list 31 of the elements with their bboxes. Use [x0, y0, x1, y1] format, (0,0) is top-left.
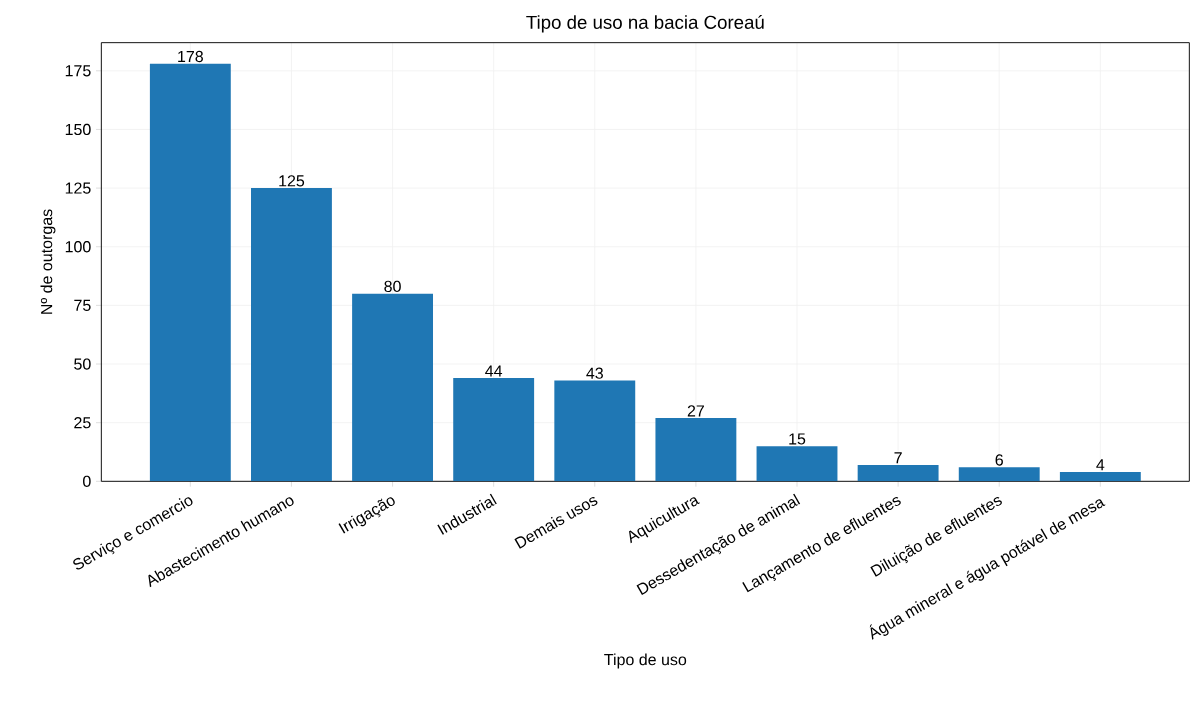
bar — [1059, 471, 1141, 482]
data-label: 44 — [485, 365, 503, 377]
bar — [149, 63, 231, 482]
bar — [655, 417, 737, 482]
y-tick-label: 25 — [74, 416, 91, 429]
data-label: 6 — [995, 454, 1003, 466]
data-label: 43 — [586, 367, 603, 379]
data-label: 7 — [894, 452, 902, 464]
bar — [251, 187, 332, 482]
y-tick-label: 175 — [65, 65, 91, 77]
bar — [958, 467, 1040, 482]
y-tick-label: 75 — [74, 299, 91, 311]
y-tick-label: 0 — [83, 475, 91, 487]
data-label: 15 — [789, 433, 806, 445]
bar — [554, 380, 636, 482]
data-label: 125 — [279, 175, 305, 187]
data-label: 4 — [1096, 459, 1105, 471]
y-tick-label: 150 — [65, 123, 91, 135]
bar — [453, 377, 535, 482]
x-axis-title: Tipo de uso — [604, 653, 687, 669]
data-label: 27 — [687, 405, 704, 417]
bar — [857, 464, 939, 482]
chart-title: Tipo de uso na bacia Coreaú — [526, 14, 764, 33]
bar — [756, 445, 838, 482]
data-label: 178 — [178, 50, 203, 63]
y-tick-label: 125 — [65, 182, 91, 194]
y-axis-title: Nº de outorgas — [40, 209, 56, 314]
data-label: 80 — [384, 280, 401, 292]
bar — [352, 293, 433, 482]
y-tick-label: 50 — [74, 358, 91, 370]
y-tick-label: 100 — [65, 240, 91, 253]
